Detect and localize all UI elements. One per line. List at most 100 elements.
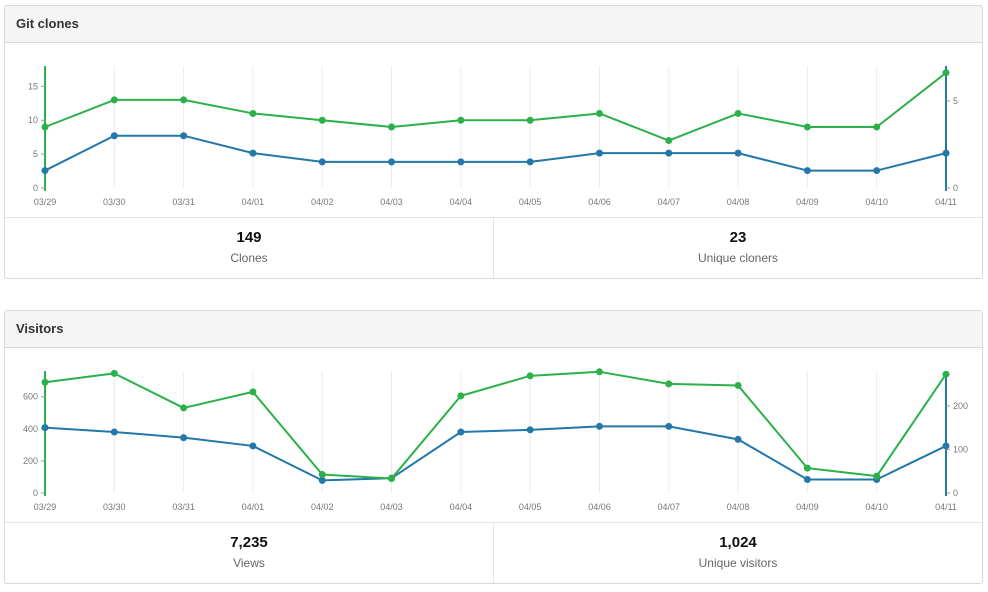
visitors-left-data-point (110, 369, 118, 377)
views-stat: 7,235 Views (5, 523, 493, 583)
clones-count: 149 (236, 229, 262, 246)
clones-right-data-point (665, 149, 673, 157)
visitors-left-data-point (734, 381, 742, 389)
clones-right-data-point (873, 167, 881, 175)
visitors-left-tick-label: 0 (33, 488, 38, 498)
clones-x-tick-label: 04/08 (727, 197, 750, 207)
visitors-right-data-point (180, 434, 188, 442)
clones-x-tick-label: 03/30 (103, 197, 126, 207)
clones-right-data-point (249, 149, 257, 157)
clones-left-data-point (734, 109, 742, 117)
visitors-right-data-point (526, 426, 534, 434)
clones-right-data-point (526, 158, 534, 166)
visitors-x-tick-label: 04/09 (796, 502, 819, 512)
clones-left-tick-label: 15 (28, 81, 38, 91)
clones-x-tick-label: 04/11 (935, 197, 957, 207)
clones-x-tick-label: 04/02 (311, 197, 334, 207)
git-clones-title: Git clones (5, 6, 982, 43)
visitors-right-data-point (803, 475, 811, 483)
git-clones-stats: 149 Clones 23 Unique cloners (5, 217, 982, 278)
clones-left-data-point (180, 96, 188, 104)
visitors-x-tick-label: 03/29 (34, 502, 57, 512)
clones-x-tick-label: 04/09 (796, 197, 819, 207)
visitors-left-data-point (388, 475, 396, 483)
unique-cloners-count: 23 (729, 229, 747, 246)
visitors-x-tick-label: 04/05 (519, 502, 542, 512)
clones-right-tick-label: 5 (953, 96, 958, 106)
clones-left-data-point (595, 109, 603, 117)
visitors-left-data-point (942, 370, 950, 378)
clones-left-data-point (526, 116, 534, 124)
clones-right-tick-label: 0 (953, 183, 958, 193)
visitors-right-data-point (734, 435, 742, 443)
views-count: 7,235 (230, 534, 268, 551)
clones-left-data-point (457, 116, 465, 124)
visitors-stats: 7,235 Views 1,024 Unique visitors (5, 522, 982, 583)
clones-left-data-point (388, 123, 396, 131)
clones-right-data-point (110, 132, 118, 140)
visitors-x-tick-label: 04/07 (658, 502, 681, 512)
clones-left-data-point (41, 123, 49, 131)
git-clones-panel: Git clones 0 5 10 15 0 5 03/29 03/30 03/31 04/01 0… (4, 5, 983, 279)
visitors-panel: Visitors 0 200 400 600 0 100 200 03/29 03/30 03/3… (4, 310, 983, 584)
visitors-chart: 0 200 400 600 0 100 200 03/29 03/30 03/31 04/01 04/… (23, 368, 968, 512)
clones-right-data-point (803, 167, 811, 175)
clones-x-tick-label: 04/04 (450, 197, 473, 207)
visitors-left-data-point (180, 404, 188, 412)
visitors-left-data-point (595, 368, 603, 376)
clones-x-tick-label: 04/05 (519, 197, 542, 207)
visitors-right-data-point (942, 442, 950, 450)
visitors-left-series-line (44, 370, 947, 480)
views-label: Views (233, 556, 265, 570)
visitors-right-tick-label: 0 (953, 488, 958, 498)
visitors-x-tick-label: 03/31 (172, 502, 195, 512)
visitors-x-tick-label: 04/08 (727, 502, 750, 512)
visitors-left-tick-label: 200 (23, 456, 38, 466)
visitors-title: Visitors (5, 311, 982, 348)
unique-visitors-stat: 1,024 Unique visitors (493, 523, 982, 583)
visitors-right-data-point (110, 428, 118, 436)
clones-right-data-point (457, 158, 465, 166)
clones-left-tick-label: 10 (28, 115, 38, 125)
clones-right-data-point (595, 149, 603, 157)
clones-x-tick-label: 04/07 (658, 197, 681, 207)
unique-cloners-label: Unique cloners (697, 251, 779, 265)
visitors-x-tick-label: 04/01 (242, 502, 265, 512)
visitors-x-tick-label: 04/03 (380, 502, 403, 512)
visitors-left-tick-label: 600 (23, 392, 38, 402)
clones-x-tick-label: 04/03 (380, 197, 403, 207)
visitors-right-data-point (595, 422, 603, 430)
clones-right-data-point (388, 158, 396, 166)
clones-left-data-point (110, 96, 118, 104)
clones-x-tick-label: 04/01 (242, 197, 265, 207)
visitors-left-data-point (873, 472, 881, 480)
unique-visitors-label: Unique visitors (698, 556, 778, 570)
clones-right-series-line (44, 134, 947, 172)
visitors-left-data-point (457, 392, 465, 400)
clones-left-data-point (665, 137, 673, 145)
visitors-left-data-point (665, 380, 673, 388)
clones-right-data-point (734, 149, 742, 157)
clones-x-tick-label: 03/31 (172, 197, 195, 207)
unique-cloners-stat: 23 Unique cloners (493, 218, 982, 278)
clones-x-tick-label: 03/29 (34, 197, 57, 207)
visitors-left-data-point (318, 471, 326, 479)
clones-left-data-point (803, 123, 811, 131)
visitors-right-data-point (457, 428, 465, 436)
visitors-right-data-point (249, 442, 257, 450)
clones-left-series-line (44, 71, 947, 142)
visitors-left-tick-label: 400 (23, 424, 38, 434)
git-clones-chart: 0 5 10 15 0 5 03/29 03/30 03/31 04/01 04/02 04/03 04… (28, 66, 958, 207)
visitors-right-data-point (41, 424, 49, 432)
unique-visitors-count: 1,024 (719, 534, 757, 551)
clones-left-data-point (249, 109, 257, 117)
visitors-left-data-point (41, 378, 49, 386)
visitors-right-series-line (44, 425, 947, 482)
clones-left-data-point (873, 123, 881, 131)
visitors-left-data-point (803, 464, 811, 472)
clones-left-tick-label: 0 (33, 183, 38, 193)
clones-x-tick-label: 04/06 (588, 197, 611, 207)
clones-x-tick-label: 04/10 (865, 197, 888, 207)
visitors-x-tick-label: 04/02 (311, 502, 334, 512)
clones-stat: 149 Clones (5, 218, 493, 278)
